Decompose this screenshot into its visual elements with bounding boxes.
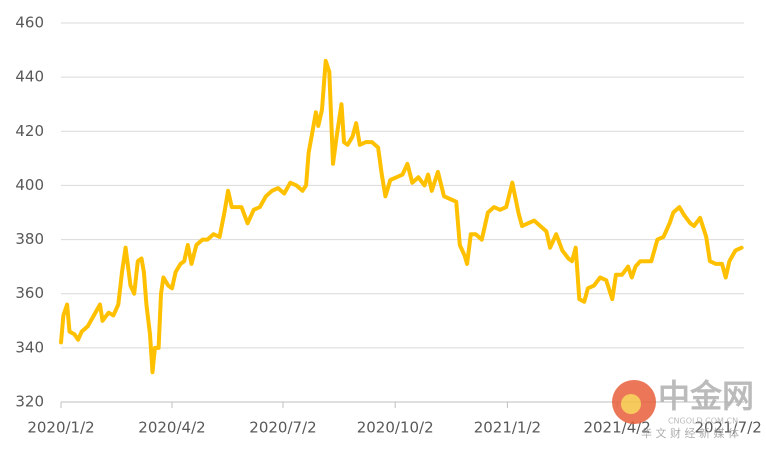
x-tick-label: 2020/4/2: [138, 419, 205, 437]
y-tick-label: 320: [15, 393, 44, 411]
watermark-site: CNGOLD.COM.CN: [668, 417, 738, 426]
x-tick-label: 2021/1/2: [474, 419, 541, 437]
price-line: [59, 58, 744, 375]
x-tick-label: 2020/7/2: [249, 419, 316, 437]
x-tick-label: 2020/1/2: [27, 419, 94, 437]
y-tick-label: 440: [15, 68, 44, 86]
y-tick-label: 400: [15, 176, 44, 194]
y-tick-label: 460: [15, 14, 44, 32]
watermark-brand: 中金网: [658, 377, 754, 415]
y-tick-label: 340: [15, 338, 44, 356]
x-tick-label: 2020/10/2: [357, 419, 434, 437]
watermark-logo-inner: [621, 394, 641, 414]
watermark: 中金网 CNGOLD.COM.CN华 文 财 经 新 媒 体: [612, 377, 754, 440]
y-tick-label: 380: [15, 230, 44, 248]
y-tick-label: 420: [15, 122, 44, 140]
watermark-slogan: 华 文 财 经 新 媒 体: [641, 426, 739, 440]
x-tick-label: 2021/7/2: [694, 419, 761, 437]
y-tick-label: 360: [15, 284, 44, 302]
